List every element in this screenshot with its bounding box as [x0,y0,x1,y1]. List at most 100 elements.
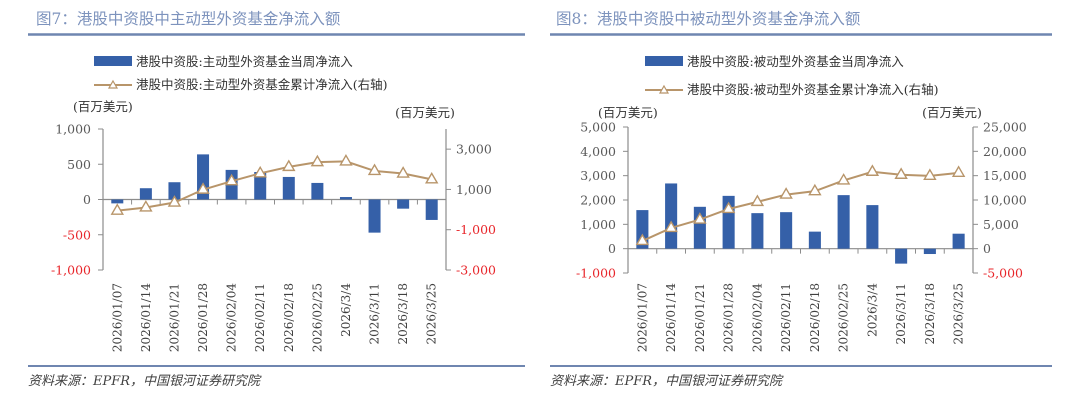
bar-2026/02/04 [751,213,764,249]
right-tick-label: 10,000 [983,193,1027,208]
line-marker-2026/3/11 [894,167,908,179]
right-tick-label: -1,000 [456,222,496,237]
right-axis-unit: (百万美元) [395,105,455,120]
line-marker-2026/3/25 [951,165,966,178]
bar-2026/02/25 [837,195,850,249]
x-tick-label: 2026/3/11 [894,283,908,345]
bar-2026/02/11 [254,172,267,200]
x-tick-label: 2026/02/18 [282,283,296,352]
bar-2026/02/25 [311,182,324,200]
right-tick-label: 1,000 [456,182,492,197]
line-marker-2026/02/25 [310,154,325,167]
legend-bar-swatch [645,56,683,66]
line-marker-2026/3/4 [339,154,353,166]
right-tick-label: 5,000 [983,217,1019,232]
left-tick-label: 5,000 [580,120,616,135]
bar-2026/3/18 [923,248,936,255]
line-marker-2026/01/14 [664,220,678,233]
x-tick-label: 2026/02/04 [750,283,764,353]
line-marker-2026/01/28 [721,201,736,214]
left-axis-unit: (百万美元) [73,99,133,114]
legend-triangle-icon [107,79,119,89]
line-marker-2026/01/14 [139,200,153,212]
left-tick-label: 4,000 [580,144,616,159]
line-marker-2026/02/11 [779,187,793,199]
left-tick-label: 0 [608,241,616,256]
cumulative-line [641,170,959,242]
x-tick-label: 2026/3/4 [339,283,353,337]
chart-title: 图8：港股中资股中被动型外资基金净流入额 [556,10,861,28]
cumulative-line [117,160,432,212]
legend-bar-label: 港股中资股:主动型外资基金当周净流入 [136,54,353,69]
legend-triangle-icon [658,84,670,94]
x-tick-label: 2026/01/21 [167,283,181,352]
line-marker-2026/02/25 [836,173,851,185]
line-marker-2026/02/04 [750,194,765,207]
bar-2026/01/14 [139,188,152,200]
right-tick-label: 25,000 [983,120,1027,135]
bar-2026/3/11 [368,199,381,233]
left-tick-label: 1,000 [580,217,616,232]
x-tick-label: 2026/01/07 [110,283,124,352]
bar-2026/02/18 [282,176,295,200]
line-marker-2026/3/18 [923,168,937,181]
x-tick-label: 2026/01/07 [635,283,649,352]
left-tick-label: 3,000 [580,168,616,183]
line-marker-2026/3/25 [424,171,439,184]
right-axis-unit: (百万美元) [922,105,982,120]
left-tick-label: 0 [83,192,91,207]
x-tick-label: 2026/02/18 [808,283,822,352]
x-tick-label: 2026/02/25 [837,283,851,352]
legend-line-label: 港股中资股:被动型外资基金累计净流入(右轴) [687,82,938,97]
bar-2026/3/25 [952,233,965,249]
bar-2026/01/21 [693,206,706,249]
legend-bar-swatch [94,56,132,66]
line-marker-2026/02/04 [224,173,239,186]
line-marker-2026/01/07 [635,233,650,246]
left-tick-label: -500 [63,227,91,242]
legend-bar-label: 港股中资股:被动型外资基金当周净流入 [687,54,904,69]
x-tick-label: 2026/3/18 [923,283,937,345]
bar-2026/01/07 [111,199,124,204]
right-tick-label: 3,000 [456,142,492,157]
line-marker-2026/01/28 [196,182,210,194]
x-tick-label: 2026/02/11 [779,283,793,352]
bar-2026/01/14 [665,183,678,249]
left-tick-label: 500 [67,157,91,172]
line-marker-2026/02/18 [282,159,296,172]
bar-2026/02/18 [808,231,821,249]
source-text: 资料来源：EPFR，中国银河证券研究院 [28,373,262,389]
line-marker-2026/02/11 [253,165,267,178]
right-tick-label: 15,000 [983,168,1027,183]
line-marker-2026/3/11 [367,163,382,176]
x-tick-label: 2026/01/14 [139,283,153,353]
right-tick-label: 20,000 [983,144,1027,159]
right-tick-label: 0 [983,241,991,256]
x-tick-label: 2026/3/25 [425,283,439,345]
x-tick-label: 2026/01/14 [664,283,678,353]
left-tick-label: -1,000 [576,266,616,281]
legend-line-label: 港股中资股:主动型外资基金累计净流入(右轴) [136,77,387,92]
source-text: 资料来源：EPFR，中国银河证券研究院 [550,373,784,389]
bar-2026/3/25 [425,199,438,220]
x-tick-label: 2026/3/18 [396,283,410,345]
bar-2026/3/18 [397,199,410,209]
bar-2026/01/21 [168,182,181,200]
line-marker-2026/01/07 [110,203,125,215]
right-tick-label: -3,000 [456,263,496,278]
x-tick-label: 2026/02/04 [225,283,239,353]
line-marker-2026/01/21 [693,212,707,224]
x-tick-label: 2026/01/28 [722,283,736,352]
x-tick-label: 2026/02/11 [253,283,267,352]
line-marker-2026/02/18 [808,183,822,196]
x-tick-label: 2026/02/25 [310,283,324,352]
chart-2: 图8：港股中资股中被动型外资基金净流入额港股中资股:被动型外资基金当周净流入港股… [550,10,1052,389]
chart-1: 图7：港股中资股中主动型外资基金净流入额港股中资股:主动型外资基金当周净流入港股… [28,10,525,389]
bar-2026/3/4 [339,197,352,200]
left-tick-label: -1,000 [51,263,91,278]
left-axis-unit: (百万美元) [598,105,658,120]
left-tick-label: 2,000 [580,193,616,208]
chart-title: 图7：港股中资股中主动型外资基金净流入额 [36,10,341,28]
